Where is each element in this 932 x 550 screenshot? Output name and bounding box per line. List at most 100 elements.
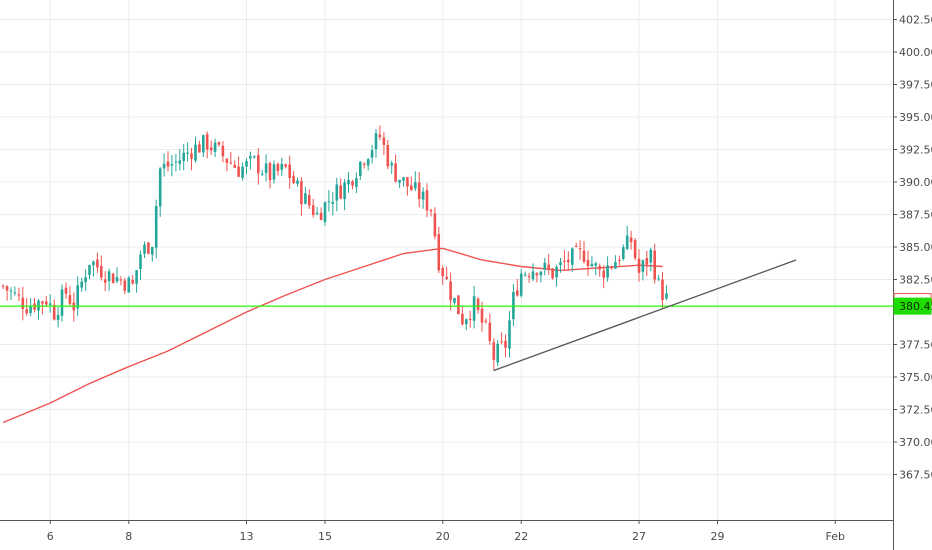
ascending-trendline[interactable] <box>493 259 797 372</box>
candle-body <box>602 270 605 278</box>
candle-body <box>221 145 225 157</box>
candle-body <box>217 142 221 145</box>
candle-body <box>421 191 425 200</box>
price-tick-label: 375.00 <box>899 371 932 384</box>
candle-body <box>260 173 264 175</box>
candle-body <box>472 296 476 321</box>
candle-body <box>649 249 653 263</box>
price-tags: 380.80380.45 <box>893 293 932 315</box>
price-tick-label: 382.50 <box>899 274 932 287</box>
candle-body <box>131 279 134 284</box>
candle-body <box>315 212 319 215</box>
candle-body <box>414 182 417 189</box>
time-axis[interactable]: 6 8 13 15 20 22 27 29 Feb <box>0 520 893 550</box>
candle-body <box>519 273 523 296</box>
price-tick-label: 390.00 <box>899 176 932 189</box>
candle-body <box>594 263 598 266</box>
time-tick-label: 15 <box>318 530 332 543</box>
candle-body <box>151 247 154 255</box>
time-tick-label: 13 <box>240 530 254 543</box>
candle-body <box>249 156 252 159</box>
candle-body <box>182 152 185 161</box>
candle-body <box>13 292 17 294</box>
candle-body <box>531 271 535 280</box>
candle-body <box>17 294 21 296</box>
price-tick-label: 367.50 <box>899 469 932 482</box>
candle-body <box>571 248 574 265</box>
candle-body <box>100 265 103 278</box>
candle-body <box>9 290 13 292</box>
candle-body <box>406 177 409 187</box>
candle-body <box>45 301 48 305</box>
candle-body <box>449 281 452 301</box>
candle-body <box>5 286 9 291</box>
candle-body <box>433 213 437 237</box>
drawing-lines <box>0 259 893 372</box>
candle-body <box>362 163 366 165</box>
candle-body <box>366 159 370 166</box>
candle-body <box>374 133 378 150</box>
candle-body <box>29 305 32 314</box>
candle-body <box>382 137 386 145</box>
candle-body <box>52 304 56 320</box>
candle-body <box>618 259 621 261</box>
candle-body <box>264 163 268 173</box>
candle-body <box>56 314 60 320</box>
candle-body <box>555 266 558 278</box>
candle-body <box>194 144 197 161</box>
time-tick-label: 8 <box>125 530 132 543</box>
candle-body <box>84 277 87 283</box>
candle-body <box>480 308 484 323</box>
candle-body <box>657 278 660 280</box>
price-tick-label: 385.00 <box>899 241 932 254</box>
candle-body <box>253 156 256 158</box>
moving-average-line <box>2 247 663 424</box>
candle-body <box>535 273 539 276</box>
price-tick-label: 387.50 <box>899 209 932 222</box>
candle-body <box>394 163 397 182</box>
candle-body <box>245 160 248 167</box>
time-tick-label: 6 <box>47 530 54 543</box>
candle-body <box>637 258 641 273</box>
candle-body <box>135 270 138 284</box>
candle-body <box>233 164 236 168</box>
candle-body <box>629 237 633 243</box>
candle-body <box>166 161 170 167</box>
candle-body <box>64 287 68 294</box>
time-axis-background <box>0 520 893 550</box>
candle-body <box>539 271 543 276</box>
candle-body <box>386 145 390 167</box>
candle-body <box>653 250 656 280</box>
candle-body <box>355 178 358 187</box>
candle-body <box>453 298 456 303</box>
candle-body <box>103 279 107 283</box>
candle-body <box>311 205 315 215</box>
candle-body <box>390 163 393 166</box>
candle-body <box>457 295 460 315</box>
candle-body <box>468 319 472 320</box>
candle-body <box>625 235 629 250</box>
price-tick-label: 395.00 <box>899 111 932 124</box>
candle-body <box>339 185 342 199</box>
candle-body <box>41 301 44 304</box>
candle-body <box>280 163 284 170</box>
price-axis-background <box>893 0 932 550</box>
candle-body <box>441 268 444 277</box>
candle-body <box>614 262 617 269</box>
price-axis[interactable]: 402.50 400.00 397.50 395.00 392.50 390.00 387.… <box>893 0 932 550</box>
candle-body <box>284 164 287 167</box>
candle-body <box>370 150 374 158</box>
candle-body <box>610 267 613 269</box>
candle-body <box>563 260 566 262</box>
candle-body <box>143 244 146 254</box>
candle-body <box>516 290 519 296</box>
candle-body <box>158 168 162 207</box>
candle-body <box>574 245 578 247</box>
candle-body <box>319 212 323 221</box>
candle-body <box>645 258 649 265</box>
candle-body <box>484 320 488 322</box>
candle-body <box>547 264 550 269</box>
candle-body <box>174 161 178 163</box>
